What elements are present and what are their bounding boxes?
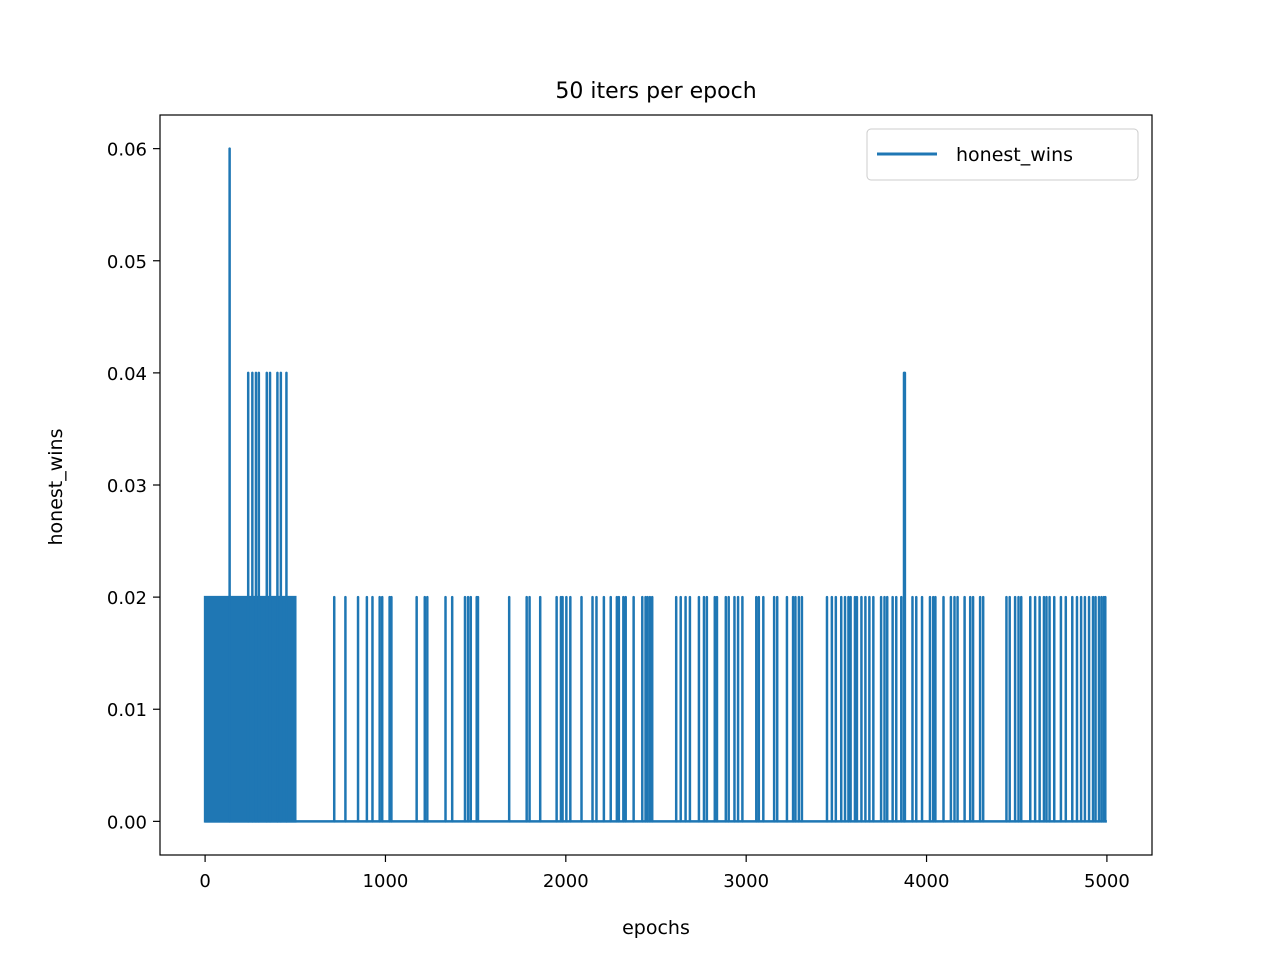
y-tick-label: 0.00 bbox=[107, 812, 147, 833]
legend: honest_wins bbox=[866, 128, 1139, 181]
y-tick-label: 0.03 bbox=[107, 476, 147, 497]
plot-area bbox=[203, 147, 1107, 823]
x-tick-label: 0 bbox=[199, 871, 210, 892]
x-tick-label: 4000 bbox=[904, 871, 950, 892]
x-tick-label: 5000 bbox=[1084, 871, 1130, 892]
y-tick-label: 0.02 bbox=[107, 588, 147, 609]
chart-title: 50 iters per epoch bbox=[555, 79, 756, 104]
y-axis-label: honest_wins bbox=[45, 428, 67, 545]
y-tick-label: 0.05 bbox=[107, 252, 147, 273]
legend-box bbox=[866, 128, 1139, 181]
series-dense-block bbox=[203, 595, 297, 823]
plot-frame bbox=[159, 114, 1153, 856]
x-tick-label: 1000 bbox=[363, 871, 409, 892]
x-tick-label: 3000 bbox=[723, 871, 769, 892]
y-tick-label: 0.01 bbox=[107, 700, 147, 721]
legend-series-label: honest_wins bbox=[956, 144, 1073, 166]
x-tick-label: 2000 bbox=[543, 871, 589, 892]
y-tick-label: 0.06 bbox=[107, 140, 147, 161]
x-axis-label: epochs bbox=[622, 917, 690, 939]
y-tick-label: 0.04 bbox=[107, 364, 147, 385]
y-axis-ticks: 0.00 0.01 0.02 0.03 0.04 0.05 0.06 bbox=[107, 140, 160, 833]
x-axis-ticks: 0 1000 2000 3000 4000 5000 bbox=[199, 855, 1130, 892]
